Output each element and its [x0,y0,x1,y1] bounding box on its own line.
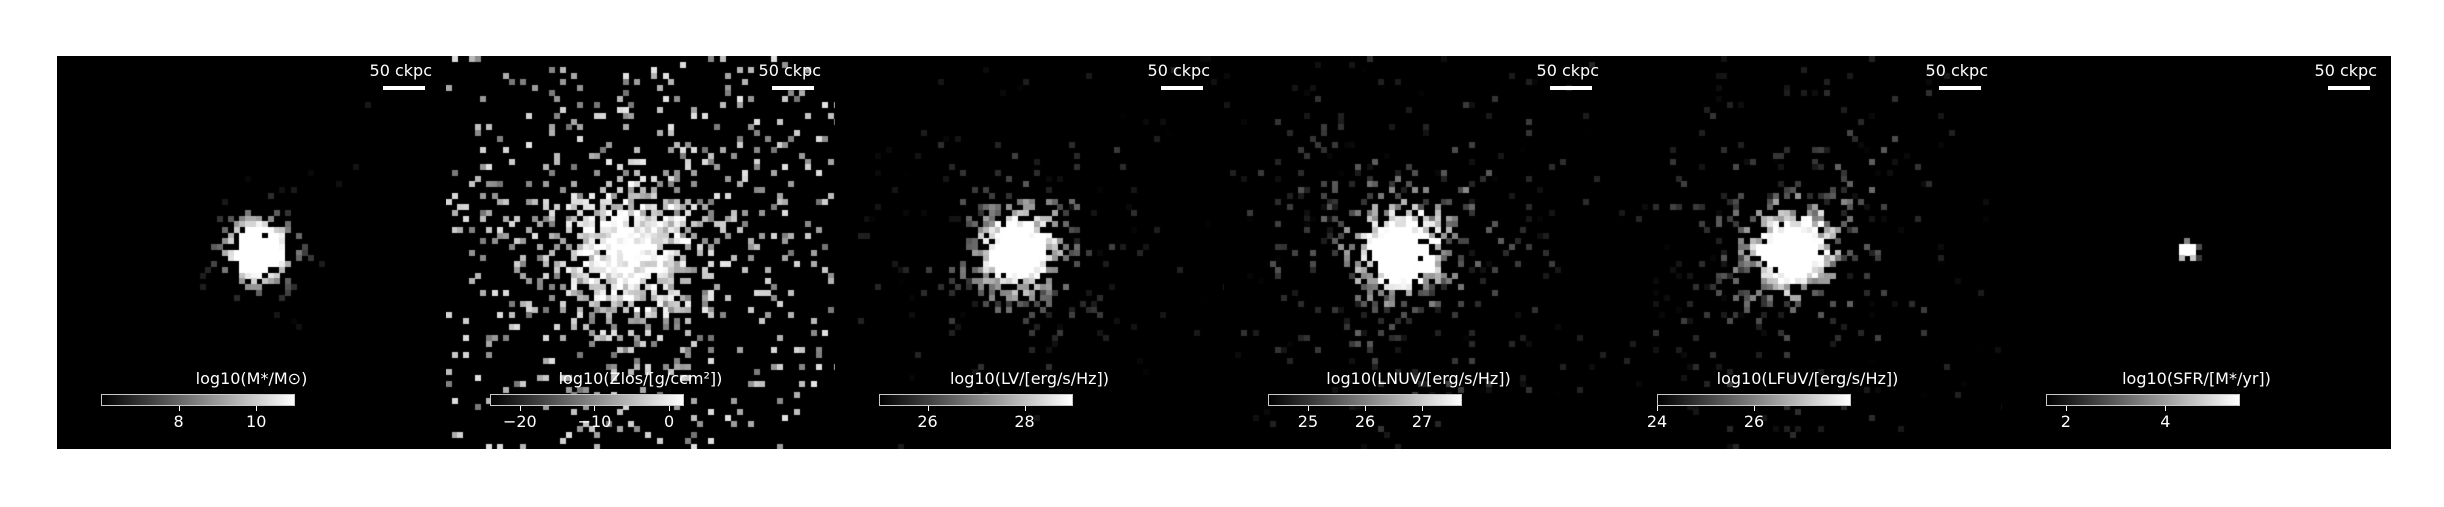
colorbar-tick-label: 2 [2060,412,2071,431]
colorbar-tick [1307,406,1309,411]
colorbar-title: log10(SFR/[M*/yr]) [2122,369,2271,388]
scale-bar-label: 50 ckpc [1536,61,1599,80]
colorbar-tick [1422,406,1424,411]
colorbar-tick-label: −10 [577,412,612,431]
colorbar [490,394,684,406]
scale-bar-label: 50 ckpc [2314,61,2377,80]
panel-metallicity: 50 ckpc log10(Zlos/[g/ccm²]) −20 −10 0 [446,56,835,449]
colorbar [2046,394,2240,406]
colorbar [879,394,1073,406]
colorbar-tick-label: 0 [663,412,675,431]
scale-bar-label: 50 ckpc [1925,61,1988,80]
scale-bar-label: 50 ckpc [369,61,432,80]
colorbar-tick-label: 10 [246,412,267,431]
sfr-map-image [2002,56,2391,449]
scale-bar [1939,86,1981,90]
colorbar-tick [256,406,258,411]
colorbar-tick [594,406,596,411]
scale-bar [383,86,425,90]
colorbar [101,394,295,406]
panel-nuv-luminosity: 50 ckpc log10(LNUV/[erg/s/Hz]) 25 26 27 [1224,56,1613,449]
nuv-luminosity-map-image [1224,56,1613,449]
stellar-mass-map-image [57,56,446,449]
colorbar-tick [927,406,929,411]
scale-bar [1161,86,1203,90]
scale-bar-label: 50 ckpc [758,61,821,80]
colorbar [1657,394,1851,406]
colorbar [1268,394,1462,406]
colorbar-tick [669,406,671,411]
colorbar-tick-label: 27 [1411,412,1433,431]
colorbar-tick [519,406,521,411]
colorbar-tick-label: 26 [1354,412,1376,431]
scale-bar [772,86,814,90]
colorbar-tick [178,406,180,411]
colorbar-tick [2065,406,2067,411]
panel-stellar-mass: 50 ckpc log10(M*/M⊙) 8 10 [57,56,446,449]
colorbar-tick [1365,406,1366,411]
colorbar-title: log10(LV/[erg/s/Hz]) [949,369,1110,388]
metallicity-map-image [446,56,835,449]
colorbar-tick [1024,406,1026,411]
scale-bar [1550,86,1592,90]
colorbar-tick-label: 24 [1646,412,1668,431]
colorbar-tick-label: 8 [173,412,184,431]
panel-fuv-luminosity: 50 ckpc log10(LFUV/[erg/s/Hz]) 24 26 [1613,56,2002,449]
v-luminosity-map-image [835,56,1224,449]
panel-sfr: 50 ckpc log10(SFR/[M*/yr]) 2 4 [2002,56,2391,449]
colorbar-tick-label: 26 [1743,412,1765,431]
colorbar-tick-label: 25 [1297,412,1319,431]
colorbar-title: log10(LFUV/[erg/s/Hz]) [1716,369,1899,388]
colorbar-tick-label: −20 [502,412,537,431]
galaxy-map-strip: 50 ckpc log10(M*/M⊙) 8 10 50 ckpc log10(Z… [57,56,2391,449]
scale-bar-label: 50 ckpc [1147,61,1210,80]
colorbar-tick-label: 26 [917,412,938,431]
colorbar-tick [1657,406,1658,411]
colorbar-title: log10(M*/M⊙) [195,369,308,388]
colorbar-title: log10(LNUV/[erg/s/Hz]) [1326,369,1511,388]
panel-v-luminosity: 50 ckpc log10(LV/[erg/s/Hz]) 26 28 [835,56,1224,449]
colorbar-tick-label: 4 [2160,412,2171,431]
colorbar-title: log10(Zlos/[g/ccm²]) [558,369,723,388]
colorbar-tick [2165,406,2167,411]
fuv-luminosity-map-image [1613,56,2002,449]
scale-bar [2328,86,2370,90]
colorbar-tick-label: 28 [1014,412,1035,431]
colorbar-tick [1754,406,1755,411]
